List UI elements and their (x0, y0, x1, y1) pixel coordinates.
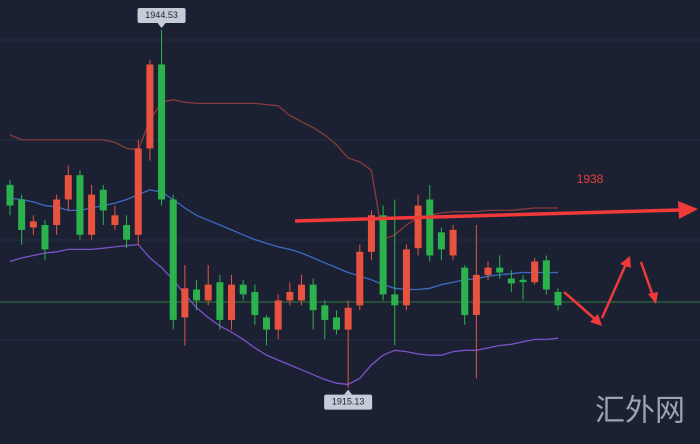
candle-body (286, 291, 294, 301)
annotation: 1938 (577, 172, 604, 186)
candle-body (449, 229, 457, 256)
arrow-line (294, 208, 681, 223)
candle-body (6, 184, 14, 206)
candle-body (426, 199, 434, 256)
high-label: 1944.53 (145, 10, 178, 20)
candle-body (29, 221, 37, 228)
candle-body (519, 279, 527, 283)
candle-body (461, 267, 469, 316)
arrow-head (620, 256, 631, 268)
candle-body (263, 317, 271, 330)
arrow-head (590, 314, 602, 326)
candle-body (76, 175, 84, 235)
band-line (9, 99, 558, 241)
candle-body (332, 317, 340, 330)
arrow-line (639, 261, 655, 297)
candle-body (309, 284, 317, 311)
candle-body (402, 249, 410, 306)
callout-box (324, 394, 373, 410)
candle-body (228, 284, 236, 320)
candle-body (484, 267, 492, 275)
callout-pointer (157, 23, 166, 29)
candle-body (53, 199, 61, 226)
candle-body (123, 225, 131, 240)
callout-pointer (344, 389, 353, 395)
candle-body (472, 274, 480, 316)
plot: 1944.53 1915.13 (6, 8, 562, 410)
candle-body (99, 189, 107, 211)
candle-body (239, 284, 247, 295)
arrow-line (600, 263, 628, 319)
decor-grid (0, 39, 700, 341)
candle-body (356, 251, 364, 306)
candle-body (321, 305, 329, 320)
candle-body (64, 175, 72, 200)
candle-body (216, 282, 224, 320)
candle-body (41, 225, 49, 250)
low-label: 1915.13 (332, 397, 365, 407)
candle-body (158, 64, 166, 200)
arrow-head (648, 292, 658, 304)
candle-body (146, 64, 154, 149)
candle-body (134, 148, 142, 235)
candle-body (181, 288, 189, 318)
candle-body (193, 289, 201, 301)
candle-body (496, 267, 504, 273)
candle-body (251, 291, 259, 316)
candle-body (204, 284, 212, 301)
arrows (294, 201, 698, 326)
candle-body (414, 205, 422, 249)
candle-body (554, 291, 562, 306)
candle-body (531, 261, 539, 283)
band-line (9, 243, 559, 386)
arrow-line (563, 291, 597, 321)
callout-box (137, 8, 186, 24)
arrow-head (678, 201, 698, 219)
candle-body (542, 260, 550, 290)
candle-body (437, 232, 445, 250)
candle-body (297, 284, 305, 301)
candle-body (111, 215, 119, 226)
candle-body (344, 307, 352, 330)
candle-body (274, 300, 282, 330)
candle-body (18, 199, 26, 230)
watermark: 汇外网 (595, 394, 685, 429)
candle-body (169, 199, 177, 320)
candle-body (367, 215, 375, 252)
candle-body (391, 294, 399, 306)
candle-body (379, 215, 387, 295)
candle-body (507, 278, 515, 284)
candle-body (88, 194, 96, 235)
